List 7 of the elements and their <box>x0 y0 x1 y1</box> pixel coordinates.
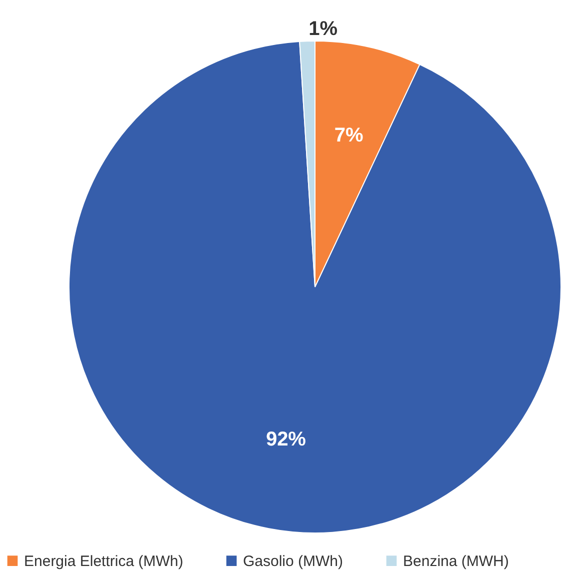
data-label: 92% <box>266 428 306 450</box>
legend-label: Energia Elettrica (MWh) <box>24 552 184 570</box>
legend-label: Gasolio (MWh) <box>243 552 344 570</box>
legend-label: Benzina (MWH) <box>403 552 509 570</box>
pie-slice <box>68 40 562 534</box>
data-label: 1% <box>308 18 338 40</box>
data-label: 7% <box>334 124 364 147</box>
